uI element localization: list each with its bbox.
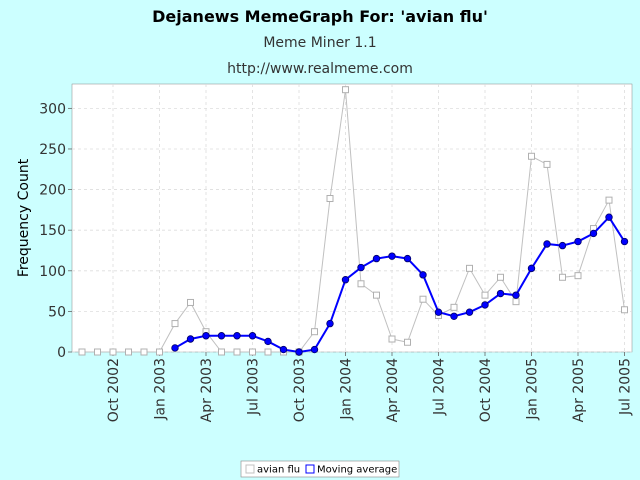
- data-point-moving-average: [372, 254, 381, 263]
- data-point-avian-flu: [388, 335, 396, 343]
- data-point-avian-flu: [466, 264, 473, 272]
- data-point-avian-flu: [187, 298, 194, 306]
- data-point-avian-flu: [342, 86, 349, 94]
- data-point-avian-flu: [373, 291, 380, 299]
- series-moving-average: [171, 213, 629, 356]
- data-point-moving-average: [589, 229, 598, 238]
- x-tick-label: Apr 2005: [571, 358, 587, 422]
- x-tick-label: Jan 2003: [153, 358, 169, 421]
- data-point-avian-flu: [512, 298, 520, 306]
- data-point-avian-flu: [249, 348, 256, 356]
- x-tick-label: Oct 2004: [478, 358, 494, 422]
- data-point-avian-flu: [218, 348, 225, 356]
- data-point-moving-average: [233, 332, 241, 340]
- data-point-avian-flu: [326, 195, 334, 203]
- legend-label-moving-average: Moving average: [317, 465, 397, 476]
- data-point-avian-flu: [233, 348, 241, 356]
- data-point-moving-average: [574, 237, 582, 246]
- data-point-moving-average: [341, 276, 350, 284]
- data-point-moving-average: [434, 308, 443, 316]
- x-axis: Oct 2002 Jan 2003 Apr 2003 Jul 2003 Oct 2003…: [106, 352, 634, 422]
- y-tick-label: 0: [57, 345, 66, 361]
- legend-box: [240, 460, 400, 478]
- x-tick-label: Oct 2002: [106, 358, 122, 422]
- x-tick-label: Apr 2004: [385, 358, 401, 422]
- y-axis-label: Frequency Count: [16, 158, 32, 277]
- y-axis: 0 50 100 150 200 250 300: [39, 101, 72, 361]
- data-point-moving-average: [543, 240, 551, 248]
- data-point-moving-average: [605, 213, 613, 221]
- y-tick-label: 100: [39, 264, 66, 280]
- data-point-moving-average: [202, 332, 210, 340]
- data-point-moving-average: [295, 348, 303, 356]
- data-point-avian-flu: [78, 348, 86, 356]
- data-point-avian-flu: [311, 328, 318, 336]
- y-tick-label: 50: [48, 304, 66, 320]
- data-point-avian-flu: [543, 160, 551, 168]
- x-tick-label: Jul 2003: [246, 358, 262, 416]
- data-point-avian-flu: [404, 338, 411, 346]
- x-tick-label: Jan 2005: [525, 358, 541, 421]
- chart-subtitle-url: http://www.realmeme.com: [227, 61, 413, 77]
- y-tick-label: 300: [39, 101, 66, 117]
- chart-title: Dejanews MemeGraph For: 'avian flu': [152, 7, 488, 26]
- data-point-moving-average: [248, 332, 257, 340]
- data-point-avian-flu: [125, 348, 132, 356]
- data-point-avian-flu: [264, 348, 272, 356]
- legend-label-avian-flu: avian flu: [257, 465, 300, 476]
- plot-area: [71, 83, 633, 353]
- data-point-moving-average: [264, 337, 272, 346]
- legend: avian flu Moving average: [240, 460, 400, 478]
- data-point-avian-flu: [528, 152, 535, 160]
- data-point-moving-average: [481, 301, 489, 309]
- data-point-moving-average: [419, 271, 427, 279]
- data-point-moving-average: [527, 264, 536, 273]
- data-point-avian-flu: [357, 280, 365, 288]
- data-point-moving-average: [512, 291, 520, 299]
- data-point-avian-flu: [497, 273, 504, 281]
- data-point-avian-flu: [419, 295, 427, 303]
- data-point-moving-average: [620, 237, 629, 246]
- x-tick-label: Apr 2003: [199, 358, 215, 422]
- chart-subtitle-version: Meme Miner 1.1: [263, 35, 376, 51]
- legend-swatch-moving-average: [305, 464, 315, 474]
- y-tick-label: 250: [39, 142, 66, 158]
- data-point-avian-flu: [140, 348, 148, 356]
- data-point-moving-average: [450, 312, 458, 320]
- data-point-avian-flu: [450, 303, 458, 311]
- y-tick-label: 200: [39, 183, 66, 199]
- data-point-moving-average: [465, 308, 474, 316]
- y-tick-label: 150: [39, 223, 66, 239]
- data-point-avian-flu: [621, 306, 628, 314]
- x-tick-label: Oct 2003: [292, 358, 308, 422]
- data-point-moving-average: [310, 345, 319, 354]
- data-point-moving-average: [217, 332, 226, 340]
- data-point-moving-average: [186, 335, 195, 343]
- x-tick-label: Jul 2004: [432, 358, 448, 416]
- data-point-avian-flu: [574, 272, 582, 280]
- data-point-avian-flu: [171, 320, 179, 328]
- x-tick-label: Jan 2004: [339, 358, 355, 421]
- series-avian-flu: [78, 86, 628, 356]
- data-point-moving-average: [403, 254, 412, 263]
- data-point-moving-average: [171, 344, 179, 352]
- data-point-moving-average: [388, 252, 396, 260]
- data-point-avian-flu: [94, 348, 101, 356]
- data-point-moving-average: [496, 289, 505, 298]
- data-point-avian-flu: [156, 348, 163, 356]
- x-tick-label: Jul 2005: [618, 358, 634, 416]
- data-point-avian-flu: [605, 196, 613, 204]
- data-point-moving-average: [279, 345, 288, 354]
- data-point-avian-flu: [481, 291, 489, 299]
- legend-swatch-avian-flu: [245, 464, 255, 474]
- data-point-avian-flu: [559, 273, 566, 281]
- data-point-moving-average: [357, 263, 365, 272]
- data-point-moving-average: [558, 241, 567, 250]
- data-point-avian-flu: [109, 348, 117, 356]
- data-point-moving-average: [326, 319, 334, 328]
- grid-lines: [72, 84, 632, 353]
